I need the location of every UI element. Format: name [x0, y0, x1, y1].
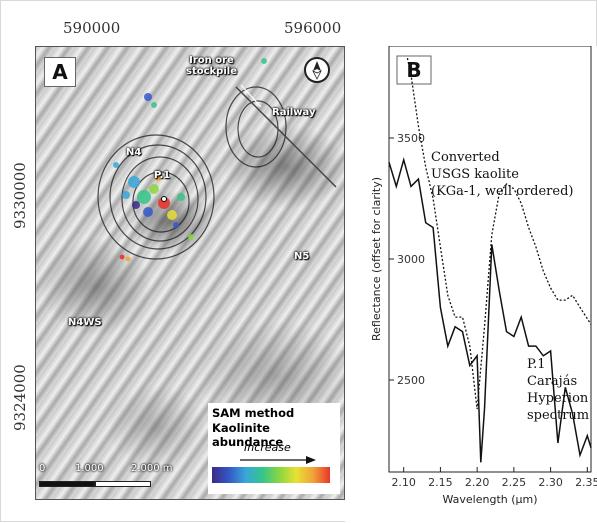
p1-marker — [161, 196, 167, 202]
y-tick-label: 3000 — [397, 253, 425, 266]
x-tick-label: 2.35 — [575, 476, 597, 489]
map-label-iron-ore-stockpile: Iron ore stockpile — [186, 55, 237, 77]
series-p1-hyperion — [388, 156, 592, 463]
series-usgs-kaolite — [406, 57, 592, 410]
scale-zero: 0 — [39, 463, 46, 474]
legend-ramp-label: Increase — [244, 441, 291, 454]
annotation-p1-line3: Hyperion — [527, 391, 589, 406]
x-tick-label: 2.15 — [428, 476, 453, 489]
scale-bar: 0 1.000 2.000 m — [39, 463, 199, 493]
x-tick-label: 2.30 — [538, 476, 563, 489]
x-tick-label: 2.10 — [391, 476, 416, 489]
easting-label-right: 596000 — [284, 19, 342, 37]
annotation-p1-line4: spectrum — [527, 408, 589, 423]
map-label-n5: N5 — [294, 251, 310, 262]
annotation-p1-line2: Carajás — [527, 374, 577, 389]
legend-color-ramp — [212, 467, 330, 483]
panel-label-b-box — [396, 55, 432, 85]
panel-label-a: A — [44, 57, 76, 87]
y-tick-label: 3500 — [397, 132, 425, 145]
pit-contours — [97, 86, 287, 260]
legend-arrow-icon — [240, 456, 316, 464]
map-label-iron-ore-line1: Iron ore — [189, 55, 234, 66]
map-label-iron-ore-line2: stockpile — [186, 66, 237, 77]
annotation-p1: P.1 Carajás Hyperion spectrum — [527, 357, 589, 423]
north-arrow-icon — [304, 57, 330, 83]
annotation-usgs-kaolite: Converted USGS kaolite (KGa-1, well orde… — [431, 150, 573, 199]
annotation-usgs-line1: Converted — [431, 150, 500, 165]
x-tick-label: 2.20 — [465, 476, 490, 489]
x-ticks: 2.10 2.15 2.20 2.25 2.30 2.35 — [391, 467, 597, 489]
map-legend: SAM method Kaolinite abundance Increase — [208, 403, 340, 494]
chart-background — [345, 46, 597, 523]
easting-label-left: 590000 — [63, 19, 121, 37]
y-ticks: 2500 3000 3500 — [389, 132, 425, 387]
x-tick-label: 2.25 — [502, 476, 527, 489]
hillshade-map: A Iron ore stockpile Railway N4 P.1 N5 N… — [35, 46, 345, 500]
panel-label-b: B — [406, 58, 421, 82]
map-overlay — [97, 58, 337, 262]
map-label-n4ws: N4WS — [68, 317, 102, 328]
map-label-n4: N4 — [126, 147, 142, 158]
scale-end: 2.000 m — [131, 463, 173, 474]
map-label-p1: P.1 — [154, 170, 171, 181]
legend-quantity: Kaolinite abundance — [212, 421, 284, 449]
northing-label-bottom: 9324000 — [11, 364, 29, 431]
map-label-railway: Railway — [272, 107, 316, 118]
annotation-usgs-line2: USGS kaolite — [431, 167, 519, 182]
northing-label-top: 9330000 — [11, 162, 29, 229]
scale-bar-black — [39, 481, 95, 487]
y-axis-label: Reflectance (offset for clarity) — [370, 177, 383, 341]
scale-mid: 1.000 — [75, 463, 104, 474]
annotation-p1-line1: P.1 — [527, 357, 546, 372]
railway-line — [235, 86, 337, 188]
stockpile-pointer — [240, 84, 262, 108]
kaolinite-abundance-patches — [113, 58, 267, 262]
y-tick-label: 2500 — [397, 374, 425, 387]
legend-method: SAM method — [212, 406, 295, 420]
x-axis-label: Wavelength (μm) — [442, 493, 537, 506]
annotation-usgs-line3: (KGa-1, well ordered) — [431, 184, 573, 199]
scale-bar-white — [95, 481, 151, 487]
